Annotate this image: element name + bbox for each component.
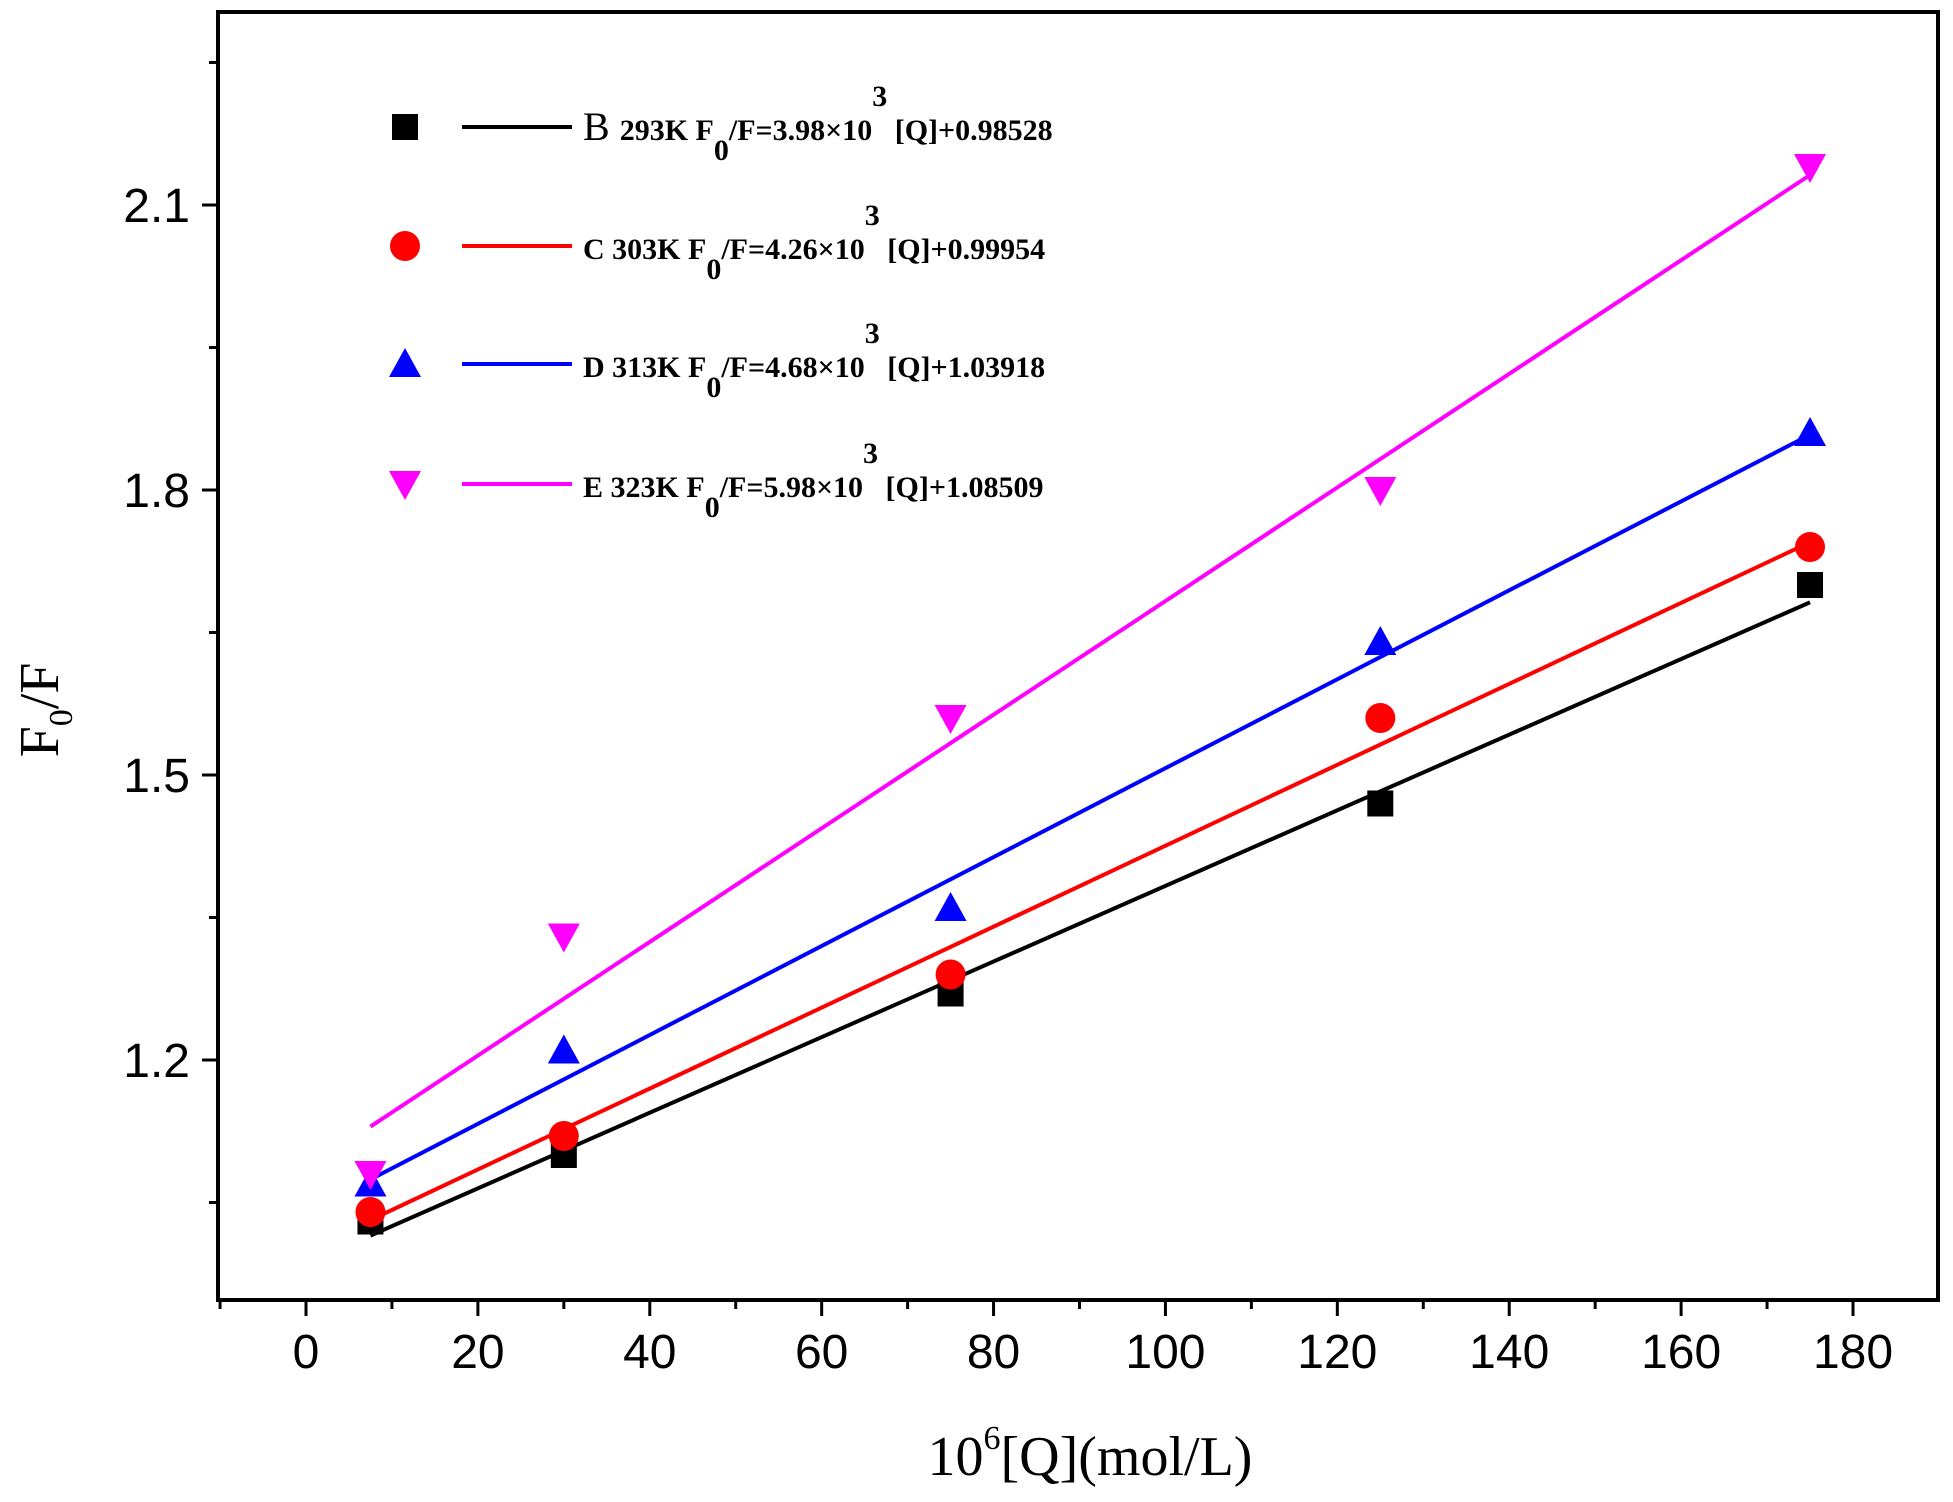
legend-label-C: C 303K F0/F=4.26×103 [Q]+0.99954 [583, 199, 1045, 286]
y-tick-label: 1.2 [123, 1035, 190, 1088]
data-point-C [548, 1121, 579, 1151]
data-point-C [935, 959, 966, 990]
legend-equation-part: /F=4.26×10 [720, 233, 864, 266]
data-point-C [1795, 532, 1826, 562]
data-point-C [1365, 703, 1396, 733]
y-tick-label: 2.1 [123, 180, 190, 233]
legend-series-name: C [583, 233, 612, 266]
data-point-E [354, 1161, 387, 1190]
y-axis-title: F0/F [9, 663, 80, 758]
data-point-D [547, 1034, 580, 1064]
data-point-C [355, 1197, 386, 1227]
legend-equation-part: F [688, 351, 706, 384]
legend-equation-part: 3 [865, 317, 880, 350]
data-point-E [1794, 154, 1827, 183]
legend-entry-D: D 313K F0/F=4.68×103 [Q]+1.03918 [389, 317, 1045, 404]
legend-equation-part: F [696, 114, 714, 147]
data-markers [354, 154, 1827, 1235]
x-tick-label: 160 [1641, 1326, 1721, 1379]
data-point-B [1797, 572, 1824, 598]
legend-equation-part: 3 [865, 199, 880, 232]
data-point-E [547, 923, 580, 953]
x-tick-label: 0 [293, 1326, 320, 1379]
legend-temperature: 323K [611, 471, 687, 504]
legend-equation-part: /F=5.98×10 [719, 471, 863, 504]
legend-equation-part: 3 [872, 80, 887, 113]
axes: 0 20 40 60 80 100 120 140 160 180 1.2 1.5 1.8 2.1 [123, 10, 1940, 1379]
fit-line-B [369, 600, 1811, 1238]
x-tick-label: 100 [1125, 1326, 1205, 1379]
legend-equation-part: [Q]+0.98528 [887, 114, 1052, 147]
fit-lines [369, 173, 1812, 1238]
legend-equation-part: 0 [714, 134, 729, 167]
legend-equation-part: F [688, 233, 706, 266]
data-point-D [934, 892, 967, 921]
x-tick-label: 40 [623, 1326, 676, 1379]
legend-temperature: 313K [612, 351, 688, 384]
data-point-D [1364, 626, 1397, 655]
data-point-E [934, 705, 967, 734]
data-point-D [1794, 417, 1827, 446]
x-tick-label: 60 [795, 1326, 848, 1379]
legend-marker-E [389, 471, 421, 500]
legend-equation-part: 0 [705, 491, 720, 524]
x-tick-label: 180 [1813, 1326, 1893, 1379]
x-axis-title: 106[Q](mol/L) [928, 1420, 1253, 1488]
legend-entry-E: E 323K F0/F=5.98×103 [Q]+1.08509 [389, 437, 1043, 524]
data-point-E [1364, 477, 1397, 506]
legend-equation-part: /F=4.68×10 [720, 351, 864, 384]
y-tick-label: 1.5 [123, 750, 190, 803]
legend-marker-B [392, 114, 418, 140]
x-tick-label: 140 [1469, 1326, 1549, 1379]
legend-series-name: D [583, 351, 612, 384]
legend-series-name: B [583, 104, 620, 149]
legend-temperature: 303K [612, 233, 688, 266]
legend-label-E: E 323K F0/F=5.98×103 [Q]+1.08509 [583, 437, 1043, 524]
x-tick-label: 80 [967, 1326, 1020, 1379]
legend-equation-part: 3 [863, 437, 878, 470]
legend-label-B: B 293K F0/F=3.98×103 [Q]+0.98528 [583, 80, 1053, 167]
legend-entry-B: B 293K F0/F=3.98×103 [Q]+0.98528 [392, 80, 1053, 167]
legend-equation-part: [Q]+1.08509 [878, 471, 1043, 504]
y-tick-label: 1.8 [123, 465, 190, 518]
legend-equation-part: /F=3.98×10 [728, 114, 872, 147]
legend-marker-D [389, 348, 421, 377]
legend-equation-part: [Q]+1.03918 [880, 351, 1045, 384]
legend-label-D: D 313K F0/F=4.68×103 [Q]+1.03918 [583, 317, 1045, 404]
legend-temperature: 293K [620, 114, 696, 147]
fit-line-D [369, 432, 1811, 1182]
fit-line-E [369, 173, 1812, 1129]
legend-equation-part: [Q]+0.99954 [880, 233, 1045, 266]
plot-frame [216, 10, 1940, 1302]
legend-entry-C: C 303K F0/F=4.26×103 [Q]+0.99954 [390, 199, 1045, 286]
legend-equation-part: 0 [706, 253, 721, 286]
data-point-B [1367, 790, 1394, 817]
x-tick-label: 120 [1297, 1326, 1377, 1379]
legend-equation-part: 0 [706, 371, 721, 404]
legend-equation-part: F [686, 471, 704, 504]
legend-series-name: E [583, 471, 611, 504]
x-tick-label: 20 [451, 1326, 504, 1379]
fit-line-C [369, 540, 1811, 1222]
legend-marker-C [390, 231, 420, 261]
